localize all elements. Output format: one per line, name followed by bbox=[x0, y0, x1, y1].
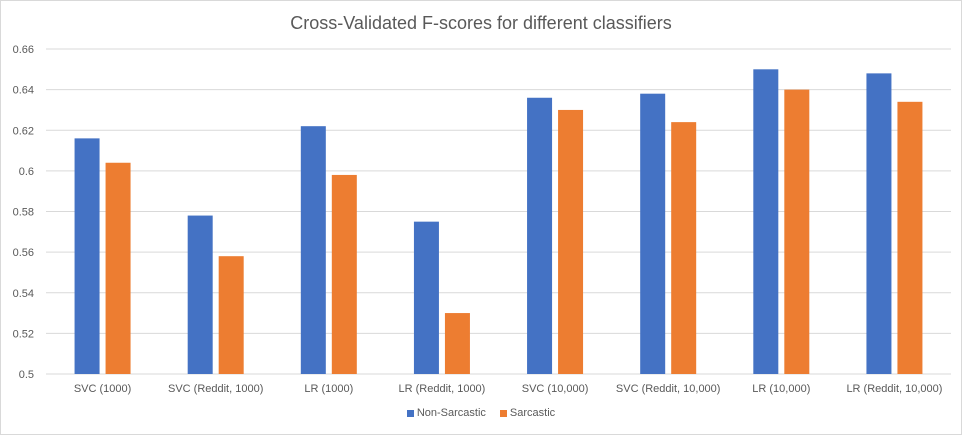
legend-swatch bbox=[406, 409, 414, 417]
bar-sarcastic bbox=[558, 109, 584, 374]
bar-sarcastic bbox=[331, 174, 357, 374]
legend-item: Non-Sarcastic bbox=[406, 407, 486, 419]
legend-item: Sarcastic bbox=[499, 407, 556, 419]
x-tick-label: SVC (1000) bbox=[74, 383, 131, 395]
legend-label: Sarcastic bbox=[509, 407, 556, 419]
x-tick-label: SVC (10,000) bbox=[522, 383, 589, 395]
bar-sarcastic bbox=[444, 313, 470, 374]
bar-non-sarcastic bbox=[300, 126, 326, 374]
x-tick-label: LR (Reddit, 10,000) bbox=[846, 383, 942, 395]
y-tick-label: 0.58 bbox=[13, 207, 34, 219]
bar-sarcastic bbox=[784, 89, 810, 374]
y-tick-label: 0.6 bbox=[19, 166, 34, 178]
bar-non-sarcastic bbox=[866, 73, 892, 374]
x-tick-label: LR (1000) bbox=[304, 383, 353, 395]
bar-sarcastic bbox=[671, 122, 697, 374]
bar-non-sarcastic bbox=[640, 93, 666, 374]
x-tick-label: SVC (Reddit, 1000) bbox=[168, 383, 263, 395]
bar-non-sarcastic bbox=[74, 138, 100, 374]
x-tick-label: SVC (Reddit, 10,000) bbox=[616, 383, 721, 395]
bar-sarcastic bbox=[218, 256, 244, 374]
y-tick-label: 0.54 bbox=[13, 288, 34, 300]
bar-sarcastic bbox=[105, 162, 131, 374]
bar-sarcastic bbox=[897, 101, 923, 374]
y-tick-label: 0.62 bbox=[13, 125, 34, 137]
legend-swatch bbox=[499, 409, 507, 417]
bar-non-sarcastic bbox=[413, 221, 439, 374]
bar-non-sarcastic bbox=[753, 69, 779, 374]
x-tick-label: LR (10,000) bbox=[752, 383, 810, 395]
y-tick-label: 0.5 bbox=[19, 369, 34, 381]
y-tick-label: 0.66 bbox=[13, 44, 34, 56]
bar-non-sarcastic bbox=[527, 97, 553, 374]
y-tick-label: 0.52 bbox=[13, 328, 34, 340]
chart-title: Cross-Validated F-scores for different c… bbox=[290, 13, 672, 33]
legend-label: Non-Sarcastic bbox=[416, 407, 486, 419]
bar-non-sarcastic bbox=[187, 215, 213, 374]
legend: Non-Sarcastic Sarcastic bbox=[1, 407, 961, 419]
y-tick-label: 0.56 bbox=[13, 247, 34, 259]
x-tick-label: LR (Reddit, 1000) bbox=[399, 383, 486, 395]
y-tick-label: 0.64 bbox=[13, 85, 34, 97]
